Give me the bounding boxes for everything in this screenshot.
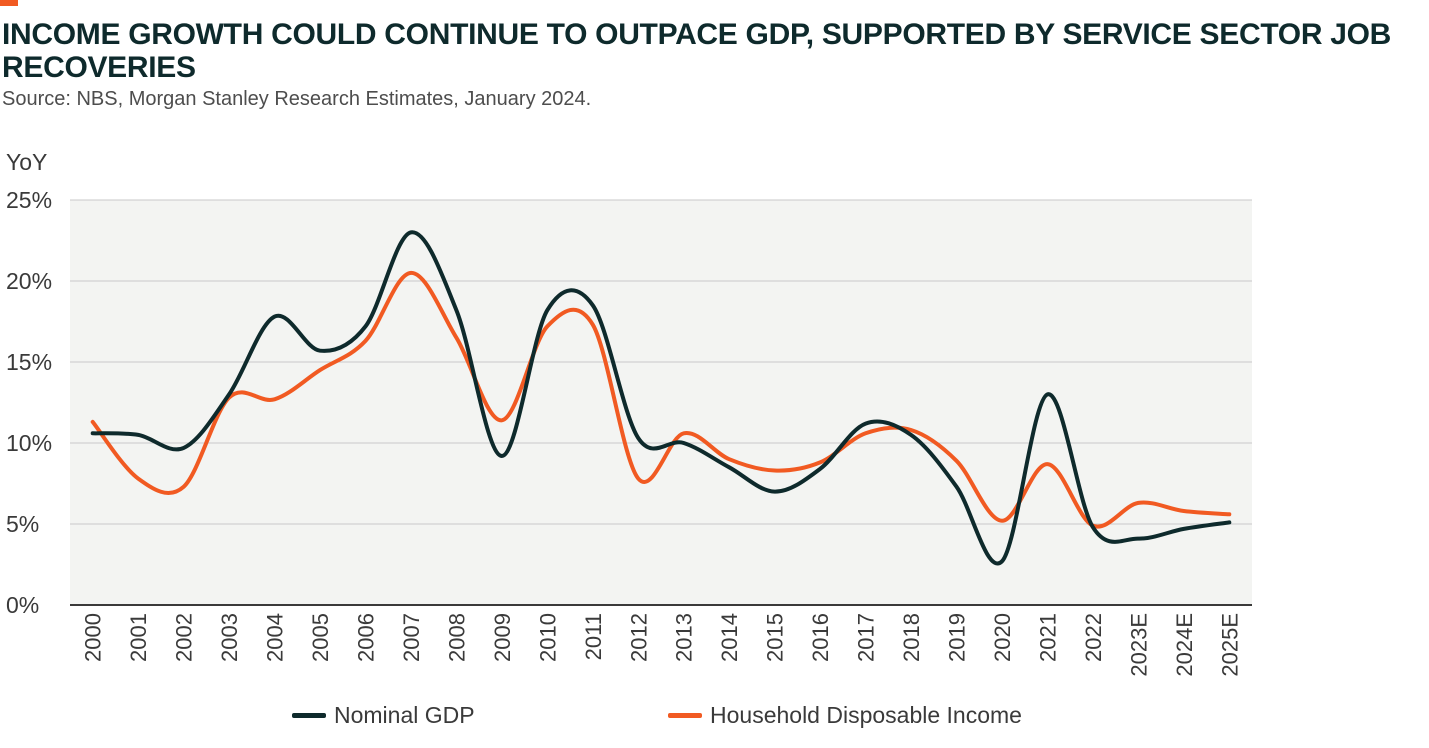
chart-source: Source: NBS, Morgan Stanley Research Est… — [2, 88, 592, 110]
legend-label-household-disposable-income: Household Disposable Income — [710, 702, 1022, 728]
x-tick-label-2003: 2003 — [217, 613, 242, 662]
y-tick-label-0: 0% — [6, 592, 39, 618]
x-tick-label-2019: 2019 — [945, 613, 970, 662]
y-tick-label-20: 20% — [6, 268, 52, 294]
x-tick-label-2012: 2012 — [626, 613, 651, 662]
x-tick-label-2014: 2014 — [717, 613, 742, 662]
y-tick-label-15: 15% — [6, 349, 52, 375]
x-tick-label-2024e: 2024E — [1172, 613, 1197, 677]
chart-title: INCOME GROWTH COULD CONTINUE TO OUTPACE … — [2, 18, 1392, 84]
legend-swatch-nominal-gdp — [292, 713, 326, 718]
x-tick-label-2011: 2011 — [581, 613, 606, 660]
x-tick-label-2022: 2022 — [1081, 613, 1106, 662]
x-tick-label-2008: 2008 — [444, 613, 469, 662]
x-tick-label-2002: 2002 — [172, 613, 197, 662]
legend-label-nominal-gdp: Nominal GDP — [334, 702, 475, 728]
x-tick-label-2025e: 2025E — [1217, 613, 1242, 677]
x-tick-label-2023e: 2023E — [1126, 613, 1151, 677]
plot-area — [70, 200, 1252, 605]
y-axis-label: YoY — [6, 149, 47, 175]
series-line-household-disposable-income — [90, 270, 1232, 529]
x-tick-label-2004: 2004 — [263, 613, 288, 662]
legend-item-household-disposable-income: Household Disposable Income — [668, 702, 1022, 729]
legend-item-nominal-gdp: Nominal GDP — [292, 702, 475, 729]
series-line-nominal-gdp — [90, 230, 1232, 566]
x-tick-label-2021: 2021 — [1035, 613, 1060, 662]
y-tick-label-5: 5% — [6, 511, 39, 537]
x-tick-label-2001: 2001 — [126, 613, 151, 662]
x-tick-label-2006: 2006 — [354, 613, 379, 662]
x-tick-label-2015: 2015 — [763, 613, 788, 662]
x-tick-label-2000: 2000 — [81, 613, 106, 662]
x-tick-label-2009: 2009 — [490, 613, 515, 662]
x-tick-label-2007: 2007 — [399, 613, 424, 662]
x-tick-label-2010: 2010 — [535, 613, 560, 662]
accent-bar — [0, 0, 18, 6]
x-tick-label-2020: 2020 — [990, 613, 1015, 662]
chart-legend: Nominal GDP Household Disposable Income — [0, 702, 1429, 742]
x-tick-label-2017: 2017 — [854, 613, 879, 662]
x-tick-label-2013: 2013 — [672, 613, 697, 662]
x-tick-label-2016: 2016 — [808, 613, 833, 662]
x-tick-label-2005: 2005 — [308, 613, 333, 662]
line-chart: 0% 5% 10% 15% 20% 25% YoY 2000 2001 2002 2003 2004 2… — [6, 149, 1252, 677]
legend-swatch-household-disposable-income — [668, 713, 702, 718]
x-tick-label-2018: 2018 — [899, 613, 924, 662]
y-tick-label-10: 10% — [6, 430, 52, 456]
y-tick-label-25: 25% — [6, 187, 52, 213]
